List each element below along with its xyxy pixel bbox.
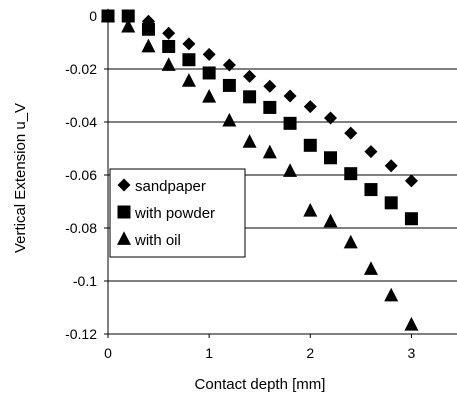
triangle-point: [384, 287, 399, 302]
square-point: [141, 22, 155, 36]
square-point: [222, 78, 236, 92]
diamond-point: [162, 26, 176, 40]
diamond-point: [263, 79, 277, 93]
square-point: [263, 100, 277, 114]
triangle-point: [202, 89, 217, 103]
legend-label: with oil: [134, 232, 181, 249]
diamond-point: [364, 145, 378, 159]
triangle-point: [262, 144, 277, 159]
diamond-point: [243, 69, 257, 83]
triangle-point: [323, 213, 338, 228]
triangle-point: [404, 316, 419, 331]
triangle-point: [222, 112, 237, 127]
axes: [104, 15, 457, 338]
tick-labels: 0 -0.02 -0.04 -0.06 -0.08 -0.1 -0.12 0 1 2 3: [65, 8, 415, 361]
y-tick-label: 0: [89, 8, 97, 24]
triangle-point: [121, 18, 136, 33]
y-tick-label: -0.02: [65, 61, 97, 77]
square-point: [162, 39, 176, 53]
y-tick-label: -0.04: [65, 114, 97, 130]
diamond-point: [384, 159, 398, 173]
triangle-point: [303, 202, 318, 217]
x-tick-label: 3: [408, 345, 416, 361]
square-point: [384, 196, 398, 210]
square-point: [283, 116, 297, 130]
triangle-point: [363, 261, 378, 275]
x-axis-title: Contact depth [mm]: [195, 376, 326, 393]
x-tick-label: 1: [205, 345, 213, 361]
diamond-point: [121, 9, 135, 23]
triangle-point: [343, 234, 358, 249]
square-point: [202, 66, 216, 80]
legend-marker-triangle: [117, 231, 131, 245]
diamond-point: [202, 47, 216, 61]
y-axis-title: Vertical Extension u_V: [12, 103, 29, 253]
triangle-point: [141, 38, 156, 53]
diamond-point: [283, 89, 297, 103]
data-points: [101, 8, 419, 331]
legend: sandpaper with powder with oil: [109, 168, 246, 258]
triangle-point: [242, 134, 257, 148]
diamond-point: [303, 100, 317, 114]
y-tick-label: -0.06: [65, 167, 97, 183]
diamond-point: [141, 14, 155, 28]
x-tick-label: 0: [104, 345, 112, 361]
square-point: [344, 167, 358, 181]
y-tick-label: -0.12: [65, 326, 97, 342]
diamond-point: [404, 174, 418, 188]
legend-marker-diamond: [117, 178, 131, 192]
square-point: [364, 183, 378, 197]
triangle-point: [181, 73, 196, 87]
square-point: [182, 53, 196, 67]
square-point: [303, 138, 317, 152]
diamond-point: [222, 58, 236, 72]
diamond-point: [324, 111, 338, 125]
legend-label: with powder: [134, 205, 215, 222]
square-point: [243, 90, 257, 104]
legend-label: sandpaper: [135, 178, 206, 195]
triangle-point: [161, 57, 176, 71]
square-point: [404, 212, 418, 226]
y-tick-label: -0.08: [65, 220, 97, 236]
diamond-point: [182, 37, 196, 51]
legend-box: [109, 168, 246, 258]
x-tick-label: 2: [306, 345, 314, 361]
square-point: [324, 151, 338, 165]
diamond-point: [101, 9, 115, 23]
diamond-point: [344, 126, 358, 140]
triangle-point: [283, 163, 298, 177]
legend-marker-square: [117, 205, 131, 219]
y-tick-label: -0.1: [73, 273, 97, 289]
